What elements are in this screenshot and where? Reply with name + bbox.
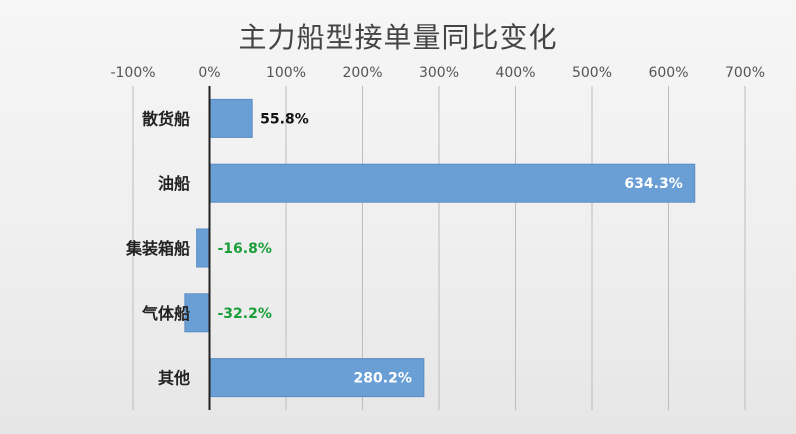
x-tick-label: 600% (648, 65, 688, 81)
x-tick-label: 200% (342, 65, 382, 81)
x-tick-label: 100% (266, 65, 306, 81)
x-tick-label: -100% (110, 65, 155, 81)
data-labels: 55.8% 634.3% -16.8% -32.2% 280.2% (218, 111, 683, 386)
category-label: 散货船 (142, 109, 190, 128)
bar (196, 228, 210, 268)
bar (209, 358, 425, 398)
x-tick-label: 0% (198, 65, 220, 81)
x-tick-label: 500% (572, 65, 612, 81)
category-label: 气体船 (141, 304, 190, 323)
data-label: 55.8% (260, 111, 309, 127)
data-label: 634.3% (624, 176, 682, 192)
bar (209, 163, 696, 203)
chart-title: 主力船型接单量同比变化 (238, 21, 558, 54)
bar (209, 98, 253, 138)
data-label: -16.8% (218, 241, 272, 257)
x-tick-label: 400% (495, 65, 535, 81)
category-label: 其他 (158, 369, 190, 388)
bars (184, 98, 696, 398)
data-label: -32.2% (218, 306, 272, 322)
x-tick-label: 700% (725, 65, 765, 81)
x-tick-label: 300% (419, 65, 459, 81)
category-label: 油船 (158, 174, 190, 193)
category-label: 集装箱船 (125, 239, 190, 258)
data-label: 280.2% (354, 371, 412, 387)
gridlines (132, 86, 746, 410)
x-axis-ticks: -100% 0% 100% 200% 300% 400% 500% 600% 700% (110, 65, 765, 81)
